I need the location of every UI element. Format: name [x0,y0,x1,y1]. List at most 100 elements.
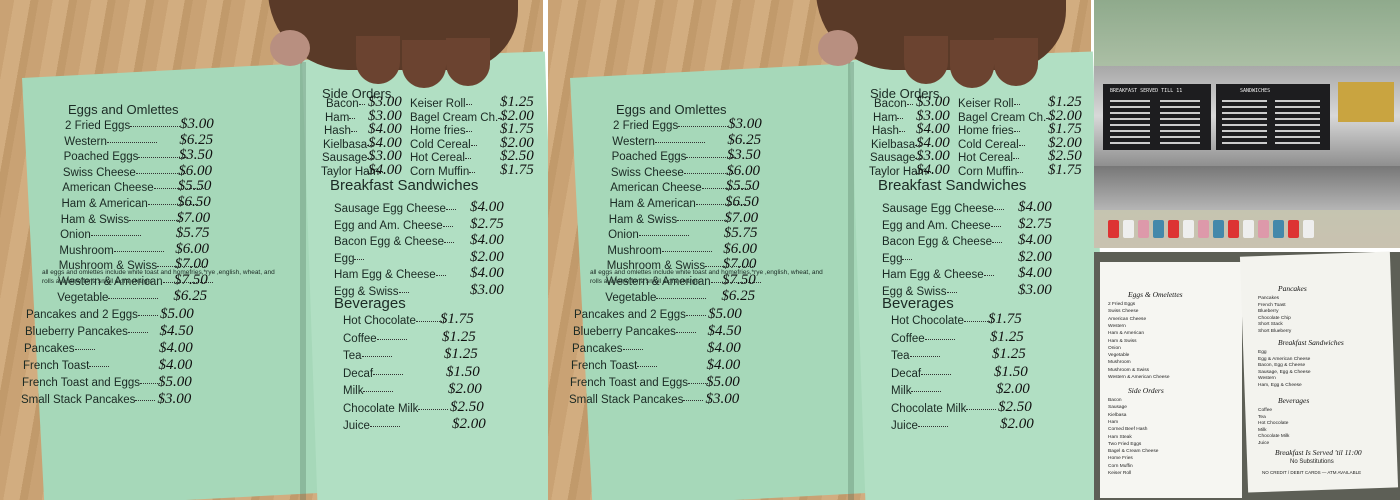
leader-dots [113,250,164,252]
mug [1273,220,1284,238]
board-line [1275,106,1320,108]
price: $3.00 [180,116,214,132]
item-name: Egg and Am. Cheese [334,219,443,232]
item-name: Home fries [958,125,1014,137]
price: $2.50 [998,398,1032,415]
finger [994,38,1038,86]
board-line [1110,112,1150,114]
leader-dots [688,383,709,384]
board-line [1222,136,1267,138]
price: $6.00 [726,162,760,179]
menu-item: Egg [334,252,365,265]
menu-item: Sausage Egg Cheese [882,203,1004,215]
item-name: Decaf [891,367,922,380]
menu-item: Bacon Egg & Cheese [334,236,454,248]
price: $3.00 [470,281,504,298]
price: $2.50 [450,398,484,415]
mug [1198,220,1209,238]
price: $3.00 [368,148,402,164]
item-name: Juice [891,420,918,432]
board-line [1222,118,1267,120]
price: $5.50 [177,178,212,195]
leader-dots [349,117,356,119]
item-name: Blueberry Pancakes [25,326,128,338]
item-name: Decaf [343,367,374,380]
shelf [1094,166,1400,210]
menu-item: Small Stack Pancakes [21,394,156,406]
leader-dots [695,204,746,205]
item-name: Egg [334,252,355,265]
board-heading: BREAKFAST SERVED TILL 11 [1110,88,1183,94]
menu-item: 2 Fried Eggs [613,120,729,132]
item-name: Chocolate Milk [891,402,967,415]
price: $3.00 [916,94,950,110]
board-line [1275,142,1320,144]
item-name: French Toast and Eggs [22,377,141,389]
price: $1.25 [1048,94,1082,110]
leader-dots [677,219,728,221]
price: $1.75 [440,311,474,327]
item-name: Ham [325,111,350,124]
board-line [1160,124,1200,126]
footer: Breakfast Is Served 'til 11:00 [1275,448,1362,457]
menu-item: Bacon Egg & Cheese [882,236,1002,248]
item-name: Vegetable [57,291,109,304]
menu-item: French Toast and Eggs [570,377,709,389]
price: $1.75 [988,311,1022,327]
leader-dots [927,171,934,173]
leader-dots [917,426,948,427]
menu-item: Bagel Cream Ch. [958,112,1053,124]
menu-item: Small Stack Pancakes [569,394,704,406]
menu-item: Bacon, Egg & Cheese [1258,363,1306,369]
leader-dots [966,408,997,410]
price: $6.00 [175,240,209,257]
item-name: Poached Eggs [63,151,139,164]
leader-dots [418,408,449,410]
menu-item: Vegetable [1108,353,1130,359]
menu-item: Ham Egg & Cheese [334,269,446,281]
menu-item: Western [612,136,705,148]
item-name: Onion [60,229,91,242]
menu-item: Ham & American [610,198,746,210]
menu-item: Blueberry Pancakes [25,326,148,338]
price: $1.50 [994,363,1028,380]
price: $4.00 [159,340,193,356]
mug [1243,220,1254,238]
price: $5.00 [708,306,742,322]
item-name: Ham & Swiss [608,213,678,226]
menu-item: Taylor Ham [869,166,934,178]
menu-item: Pancakes and 2 Eggs [26,309,158,321]
leader-dots [443,242,454,243]
leader-dots [915,158,922,159]
leader-dots [130,126,181,127]
menu-item: Cold Cereal [410,139,477,151]
item-name: American Cheese [610,182,702,195]
price: $1.75 [500,121,534,137]
menu-item: Bacon [1108,398,1122,403]
board-line [1160,136,1200,138]
mug [1108,220,1119,238]
leader-dots [683,400,704,401]
leader-dots [993,209,1004,210]
leader-dots [162,282,213,283]
menu-item: Short Blueberry [1258,329,1292,334]
leader-dots [435,275,446,276]
menu-item: Decaf [891,367,952,380]
board-line [1160,130,1200,132]
price: $6.25 [721,287,756,304]
price: $2.00 [500,134,534,151]
menu-item: Vegetable [57,291,159,304]
menu-item: French Toast and Eggs [22,377,161,389]
leader-dots [140,383,161,384]
price: $5.75 [175,225,210,242]
price: $3.50 [726,147,761,164]
item-name: Pancakes [572,343,623,355]
leader-dots [373,373,404,375]
menu-item: Poached Eggs [612,151,737,163]
item-name: Egg & Swiss [882,285,947,298]
menu-item: Western & American [58,276,213,288]
price: $7.00 [174,256,209,273]
menu-item: Corn Muffin [410,166,476,178]
sign [1338,82,1394,122]
menu-item: Onion [60,229,141,241]
